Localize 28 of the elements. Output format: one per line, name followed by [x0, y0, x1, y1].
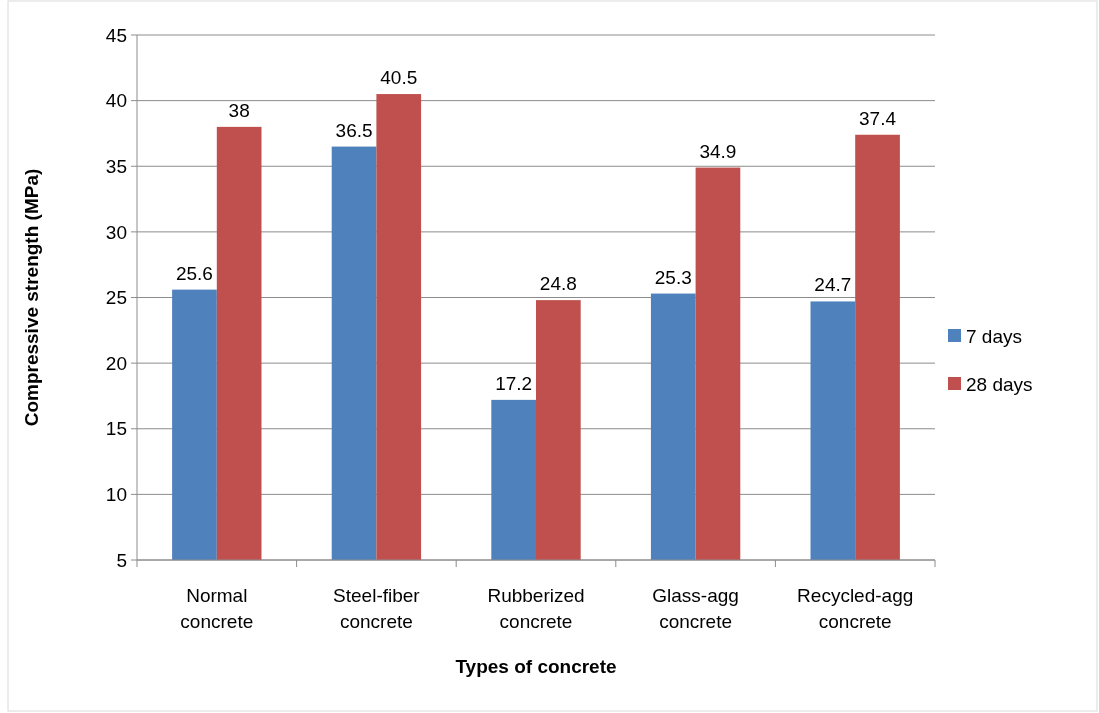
data-label: 36.5 [335, 119, 373, 141]
data-label: 37.4 [859, 107, 897, 129]
x-tick-label: Normal concrete [180, 585, 254, 632]
y-tick-label: 15 [105, 418, 127, 440]
x-tick-label: Recycled-agg concrete [797, 585, 914, 632]
data-label: 38 [228, 99, 250, 121]
y-tick-label: 35 [105, 155, 127, 177]
y-tick-label: 25 [105, 287, 127, 309]
legend-label: 28 days [966, 373, 1033, 395]
data-label: 40.5 [380, 67, 418, 89]
y-axis-title: Compressive strength (MPa) [21, 168, 42, 427]
x-axis-title: Types of concrete [455, 656, 617, 677]
y-tick-label: 5 [116, 549, 127, 571]
x-tick-label: Glass-agg concrete [652, 585, 739, 632]
data-label: 17.2 [495, 372, 533, 394]
y-tick-label: 40 [105, 90, 127, 112]
x-tick-label: Rubberized concrete [487, 585, 585, 632]
y-tick-label: 30 [105, 221, 127, 243]
data-label: 25.6 [175, 262, 213, 284]
legend-label: 7 days [966, 325, 1022, 347]
x-tick-label: Steel-fiber concrete [333, 585, 421, 632]
y-tick-label: 10 [105, 484, 127, 506]
data-label: 24.8 [539, 273, 577, 295]
data-label: 24.7 [814, 274, 852, 296]
y-tick-label: 45 [105, 24, 127, 46]
y-tick-label: 20 [105, 352, 127, 374]
data-label: 34.9 [699, 140, 737, 162]
data-label: 25.3 [654, 266, 692, 288]
